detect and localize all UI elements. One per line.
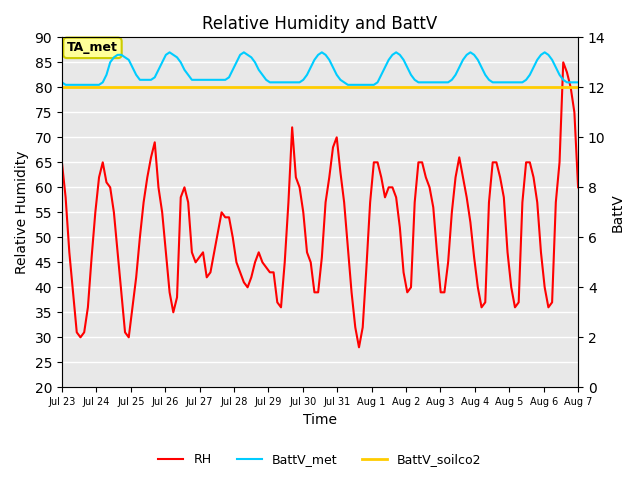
BattV_met [155, 67, 163, 72]
Line: RH: RH [62, 62, 578, 348]
Text: TA_met: TA_met [67, 41, 118, 54]
Title: Relative Humidity and BattV: Relative Humidity and BattV [202, 15, 438, 33]
RH [273, 300, 281, 305]
RH [77, 335, 84, 340]
RH [574, 184, 582, 190]
BattV_met [81, 82, 88, 88]
Y-axis label: Relative Humidity: Relative Humidity [15, 151, 29, 274]
RH [151, 140, 159, 145]
RH [110, 209, 118, 215]
Y-axis label: BattV: BattV [611, 193, 625, 232]
BattV_met [281, 80, 289, 85]
BattV_met [166, 49, 173, 55]
Legend: RH, BattV_met, BattV_soilco2: RH, BattV_met, BattV_soilco2 [154, 448, 486, 471]
RH [88, 254, 95, 260]
RH [58, 159, 66, 165]
Line: BattV_met: BattV_met [62, 52, 578, 85]
X-axis label: Time: Time [303, 413, 337, 427]
BattV_met [574, 80, 582, 85]
BattV_met [322, 52, 330, 58]
BattV_met [92, 82, 99, 88]
BattV_met [114, 52, 122, 58]
RH [314, 289, 322, 295]
BattV_met [62, 82, 70, 88]
RH [559, 60, 567, 65]
RH [355, 345, 363, 350]
BattV_met [58, 80, 66, 85]
